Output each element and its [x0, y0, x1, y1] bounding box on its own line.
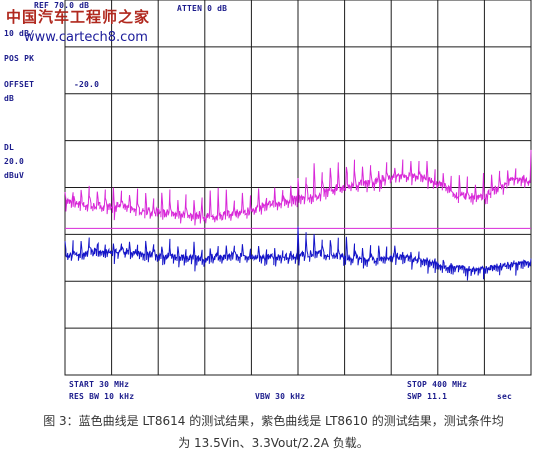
- display-line-value: 20.0: [4, 157, 25, 166]
- watermark-url: www.cartech8.com: [24, 30, 148, 45]
- resolution-bandwidth-label: RES BW 10 kHz: [69, 392, 135, 401]
- attenuation-label: ATTEN 0 dB: [177, 4, 228, 13]
- trace-lt8610-magenta: [64, 149, 532, 226]
- display-line-label: DL: [4, 143, 15, 152]
- watermark-title: 中国汽车工程师之家: [6, 8, 151, 26]
- offset-label: OFFSET: [4, 80, 35, 89]
- offset-unit: dB: [4, 94, 15, 103]
- figure-caption: 图 3：蓝色曲线是 LT8614 的测试结果，紫色曲线是 LT8610 的测试结…: [0, 410, 547, 454]
- caption-line-2: 为 13.5Vin、3.3Vout/2.2A 负载。: [178, 436, 369, 450]
- trace-group: [64, 149, 532, 281]
- ref-level-label: REF 70.0 dB: [34, 1, 90, 10]
- sweep-time-label: SWP 11.1: [407, 392, 448, 401]
- trace-lt8614-blue: [64, 226, 532, 281]
- display-line-unit: dBuV: [4, 171, 25, 180]
- sweep-time-unit: sec: [497, 392, 513, 401]
- stop-frequency-label: STOP 400 MHz: [407, 380, 468, 389]
- caption-line-1: 图 3：蓝色曲线是 LT8614 的测试结果，紫色曲线是 LT8610 的测试结…: [43, 414, 504, 428]
- detector-label: POS PK: [4, 54, 35, 63]
- offset-value: -20.0: [74, 80, 100, 89]
- video-bandwidth-label: VBW 30 kHz: [255, 392, 306, 401]
- spectrum-plot: [64, 0, 532, 376]
- scale-label: 10 dB/: [4, 29, 35, 38]
- spectrum-analyzer-screen: 中国汽车工程师之家 www.cartech8.com REF 70.0 dB A…: [4, 0, 532, 401]
- start-frequency-label: START 30 MHz: [69, 380, 130, 389]
